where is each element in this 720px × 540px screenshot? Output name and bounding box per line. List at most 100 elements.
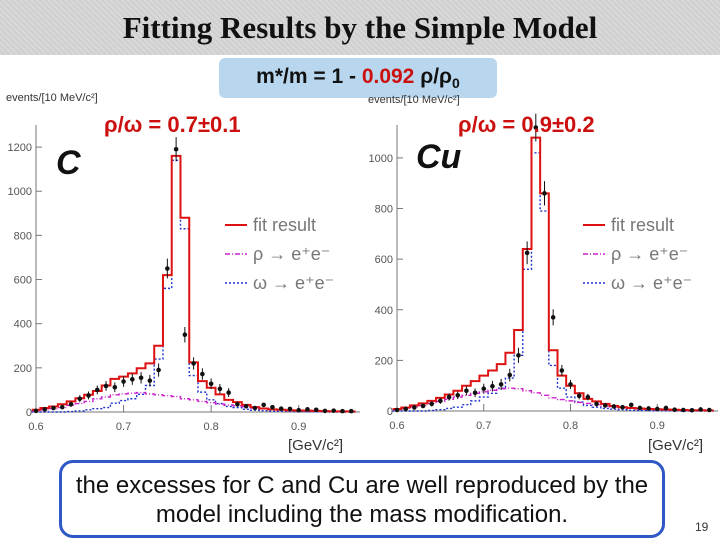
cu-nucleus-label: Cu xyxy=(416,138,462,176)
cu-data-point xyxy=(568,382,573,387)
c-data-point xyxy=(51,405,56,411)
cu-data-point xyxy=(594,401,599,407)
cu-data-point xyxy=(680,407,686,413)
header-band xyxy=(0,0,720,55)
cu-data-point xyxy=(689,407,695,413)
c-data-point xyxy=(182,332,188,338)
cu-data-point xyxy=(576,393,582,399)
c-xtick-label: 0.9 xyxy=(291,421,306,433)
c-xtick-label: 0.7 xyxy=(116,421,131,433)
cu-data-point xyxy=(646,406,651,411)
c-ytick-label: 200 xyxy=(14,363,32,375)
formula-coefficient: 0.092 xyxy=(361,65,415,88)
c-data-point xyxy=(130,377,135,382)
c-data-point xyxy=(243,403,249,409)
c-data-point xyxy=(226,390,231,395)
cu-fit-series xyxy=(392,136,714,412)
c-data-point xyxy=(77,396,83,402)
cu-data-point xyxy=(698,407,703,412)
c-data-point xyxy=(348,408,354,414)
c-data-point xyxy=(112,384,118,390)
c-data-point xyxy=(42,407,48,412)
formula-box: m*/m = 1 - 0.092 ρ/ρ0 xyxy=(219,58,497,98)
c-data-point xyxy=(235,401,240,407)
cu-ytick-label: 800 xyxy=(375,204,393,216)
c-data-point xyxy=(340,408,345,414)
c-data-point xyxy=(165,266,170,271)
cu-data-point xyxy=(611,404,617,409)
cu-data-point xyxy=(490,383,495,389)
c-data-point xyxy=(156,367,161,373)
cu-ytick-label: 600 xyxy=(375,254,393,266)
cu-data-point xyxy=(542,191,547,196)
cu-data-point xyxy=(585,394,591,400)
cu-data-point xyxy=(654,406,660,412)
c-data-point xyxy=(138,375,144,381)
c-data-point xyxy=(191,361,196,366)
cu-data-point xyxy=(516,353,521,358)
c-data-point xyxy=(200,371,205,377)
c-data-point xyxy=(208,381,214,387)
formula-prefix: m*/m = 1 - xyxy=(256,65,362,88)
c-data-point xyxy=(68,401,74,407)
c-ytick-label: 1000 xyxy=(8,186,32,198)
cu-data-point xyxy=(707,407,712,413)
cu-data-point xyxy=(602,403,608,408)
cu-data-point xyxy=(446,394,452,400)
cu-data-point xyxy=(472,390,478,396)
c-data-point xyxy=(287,406,293,412)
c-data-point xyxy=(103,383,109,389)
cu-data-point xyxy=(438,398,443,404)
c-xtick-label: 0.8 xyxy=(203,421,218,433)
chart-c: 0 200 400 600 800 1000 1200 0.6 0.7 0.8 0.9 fit res… xyxy=(8,125,360,433)
cu-xtick-label: 0.7 xyxy=(476,420,491,432)
cu-data-point xyxy=(559,368,565,373)
cu-data-point xyxy=(394,407,400,413)
c-data-point xyxy=(331,408,337,413)
c-fit-series xyxy=(31,154,356,413)
c-data-point xyxy=(322,408,328,414)
c-data-point xyxy=(261,402,266,408)
c-ytick-label: 0 xyxy=(26,407,32,419)
cu-ytick-label: 400 xyxy=(375,305,393,317)
cu-data-point xyxy=(507,372,513,378)
cu-legend-rho-label: ρ → e⁺e⁻ xyxy=(611,244,688,264)
c-rho-series xyxy=(31,391,356,413)
cu-data-point xyxy=(663,405,669,411)
formula-subscript: 0 xyxy=(452,75,460,92)
chart-cu: 0 200 400 600 800 1000 0.6 0.7 0.8 0.9 fit result ρ… xyxy=(369,113,718,432)
cu-ratio-label: ρ/ω = 0.9±0.2 xyxy=(458,112,595,137)
cu-data-point xyxy=(498,382,504,387)
cu-data-point xyxy=(533,125,539,130)
cu-data-point xyxy=(550,315,556,320)
c-legend-rho-label: ρ → e⁺e⁻ xyxy=(253,244,330,264)
cu-legend-omega-label: ω → e⁺e⁻ xyxy=(611,273,692,293)
c-data-point xyxy=(33,408,39,414)
c-ytick-label: 800 xyxy=(14,230,32,242)
slide-number: 19 xyxy=(695,520,709,534)
cu-xtick-label: 0.6 xyxy=(389,420,404,432)
c-data-point xyxy=(305,407,310,412)
cu-xtick-label: 0.8 xyxy=(563,420,578,432)
c-data-point xyxy=(270,404,275,410)
c-data-point xyxy=(252,405,258,411)
cu-data-point xyxy=(637,405,643,411)
cu-data-point xyxy=(620,404,625,410)
c-data-point xyxy=(296,407,302,413)
cu-data-point xyxy=(412,405,417,410)
c-data-point xyxy=(59,404,65,410)
cu-xtick-label: 0.9 xyxy=(650,420,665,432)
cu-ylabel: events/[10 MeV/c²] xyxy=(368,94,460,106)
cu-data-point xyxy=(403,406,408,412)
c-omega-series xyxy=(31,159,356,413)
c-ytick-label: 1200 xyxy=(8,142,32,154)
cu-data-point xyxy=(464,388,469,394)
c-xlabel: [GeV/c²] xyxy=(288,437,344,454)
cu-ytick-label: 0 xyxy=(387,406,393,418)
c-xtick-label: 0.6 xyxy=(28,421,43,433)
c-data-point xyxy=(278,406,284,411)
cu-ytick-label: 200 xyxy=(375,355,393,367)
slide-title: Fitting Results by the Simple Model xyxy=(122,10,598,45)
c-data-point xyxy=(94,387,100,393)
c-data-point xyxy=(121,379,126,384)
